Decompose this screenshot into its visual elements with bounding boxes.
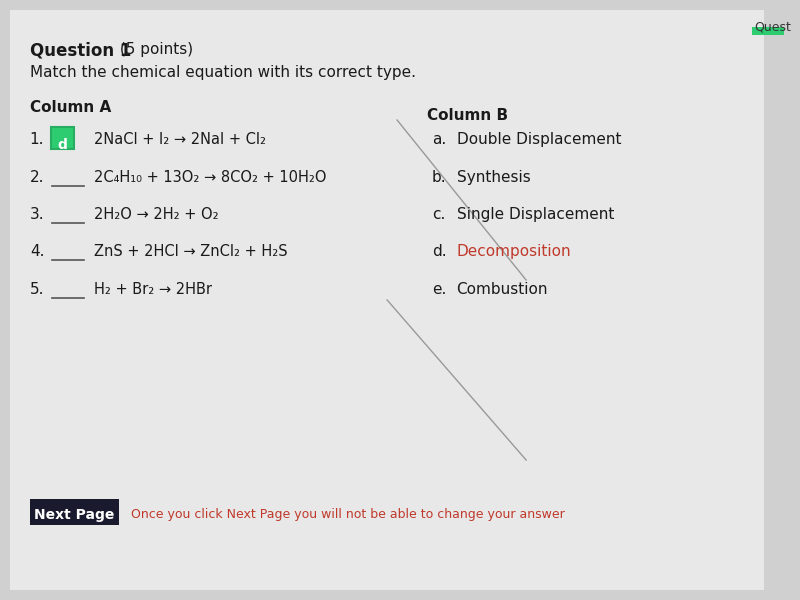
Text: Quest: Quest <box>754 20 791 33</box>
Text: 2NaCl + I₂ → 2NaI + Cl₂: 2NaCl + I₂ → 2NaI + Cl₂ <box>94 132 266 147</box>
Text: 2.: 2. <box>30 170 44 185</box>
Text: a.: a. <box>432 132 446 147</box>
Text: 5.: 5. <box>30 282 44 297</box>
Text: Column B: Column B <box>427 108 508 123</box>
Text: c.: c. <box>432 207 445 222</box>
FancyBboxPatch shape <box>30 499 119 525</box>
Text: d.: d. <box>432 244 446 259</box>
Text: 3.: 3. <box>30 207 45 222</box>
FancyBboxPatch shape <box>10 10 764 590</box>
Text: H₂ + Br₂ → 2HBr: H₂ + Br₂ → 2HBr <box>94 282 212 297</box>
Text: Double Displacement: Double Displacement <box>457 132 621 147</box>
Text: 2C₄H₁₀ + 13O₂ → 8CO₂ + 10H₂O: 2C₄H₁₀ + 13O₂ → 8CO₂ + 10H₂O <box>94 170 327 185</box>
Text: 2H₂O → 2H₂ + O₂: 2H₂O → 2H₂ + O₂ <box>94 207 219 222</box>
Text: Question 1: Question 1 <box>30 42 131 60</box>
Text: Column A: Column A <box>30 100 111 115</box>
Text: e.: e. <box>432 282 446 297</box>
Text: Single Displacement: Single Displacement <box>457 207 614 222</box>
Text: (5 points): (5 points) <box>115 42 194 57</box>
Text: Once you click Next Page you will not be able to change your answer: Once you click Next Page you will not be… <box>131 508 565 521</box>
Text: d: d <box>58 138 67 152</box>
Text: Combustion: Combustion <box>457 282 548 297</box>
Text: Next Page: Next Page <box>34 508 114 522</box>
Text: Synthesis: Synthesis <box>457 170 530 185</box>
FancyBboxPatch shape <box>50 127 74 149</box>
Text: Match the chemical equation with its correct type.: Match the chemical equation with its cor… <box>30 65 416 80</box>
Text: b.: b. <box>432 170 446 185</box>
Text: Decomposition: Decomposition <box>457 244 571 259</box>
Text: 4.: 4. <box>30 244 44 259</box>
Text: 1.: 1. <box>30 132 44 147</box>
Text: ZnS + 2HCl → ZnCl₂ + H₂S: ZnS + 2HCl → ZnCl₂ + H₂S <box>94 244 288 259</box>
FancyBboxPatch shape <box>753 27 784 35</box>
